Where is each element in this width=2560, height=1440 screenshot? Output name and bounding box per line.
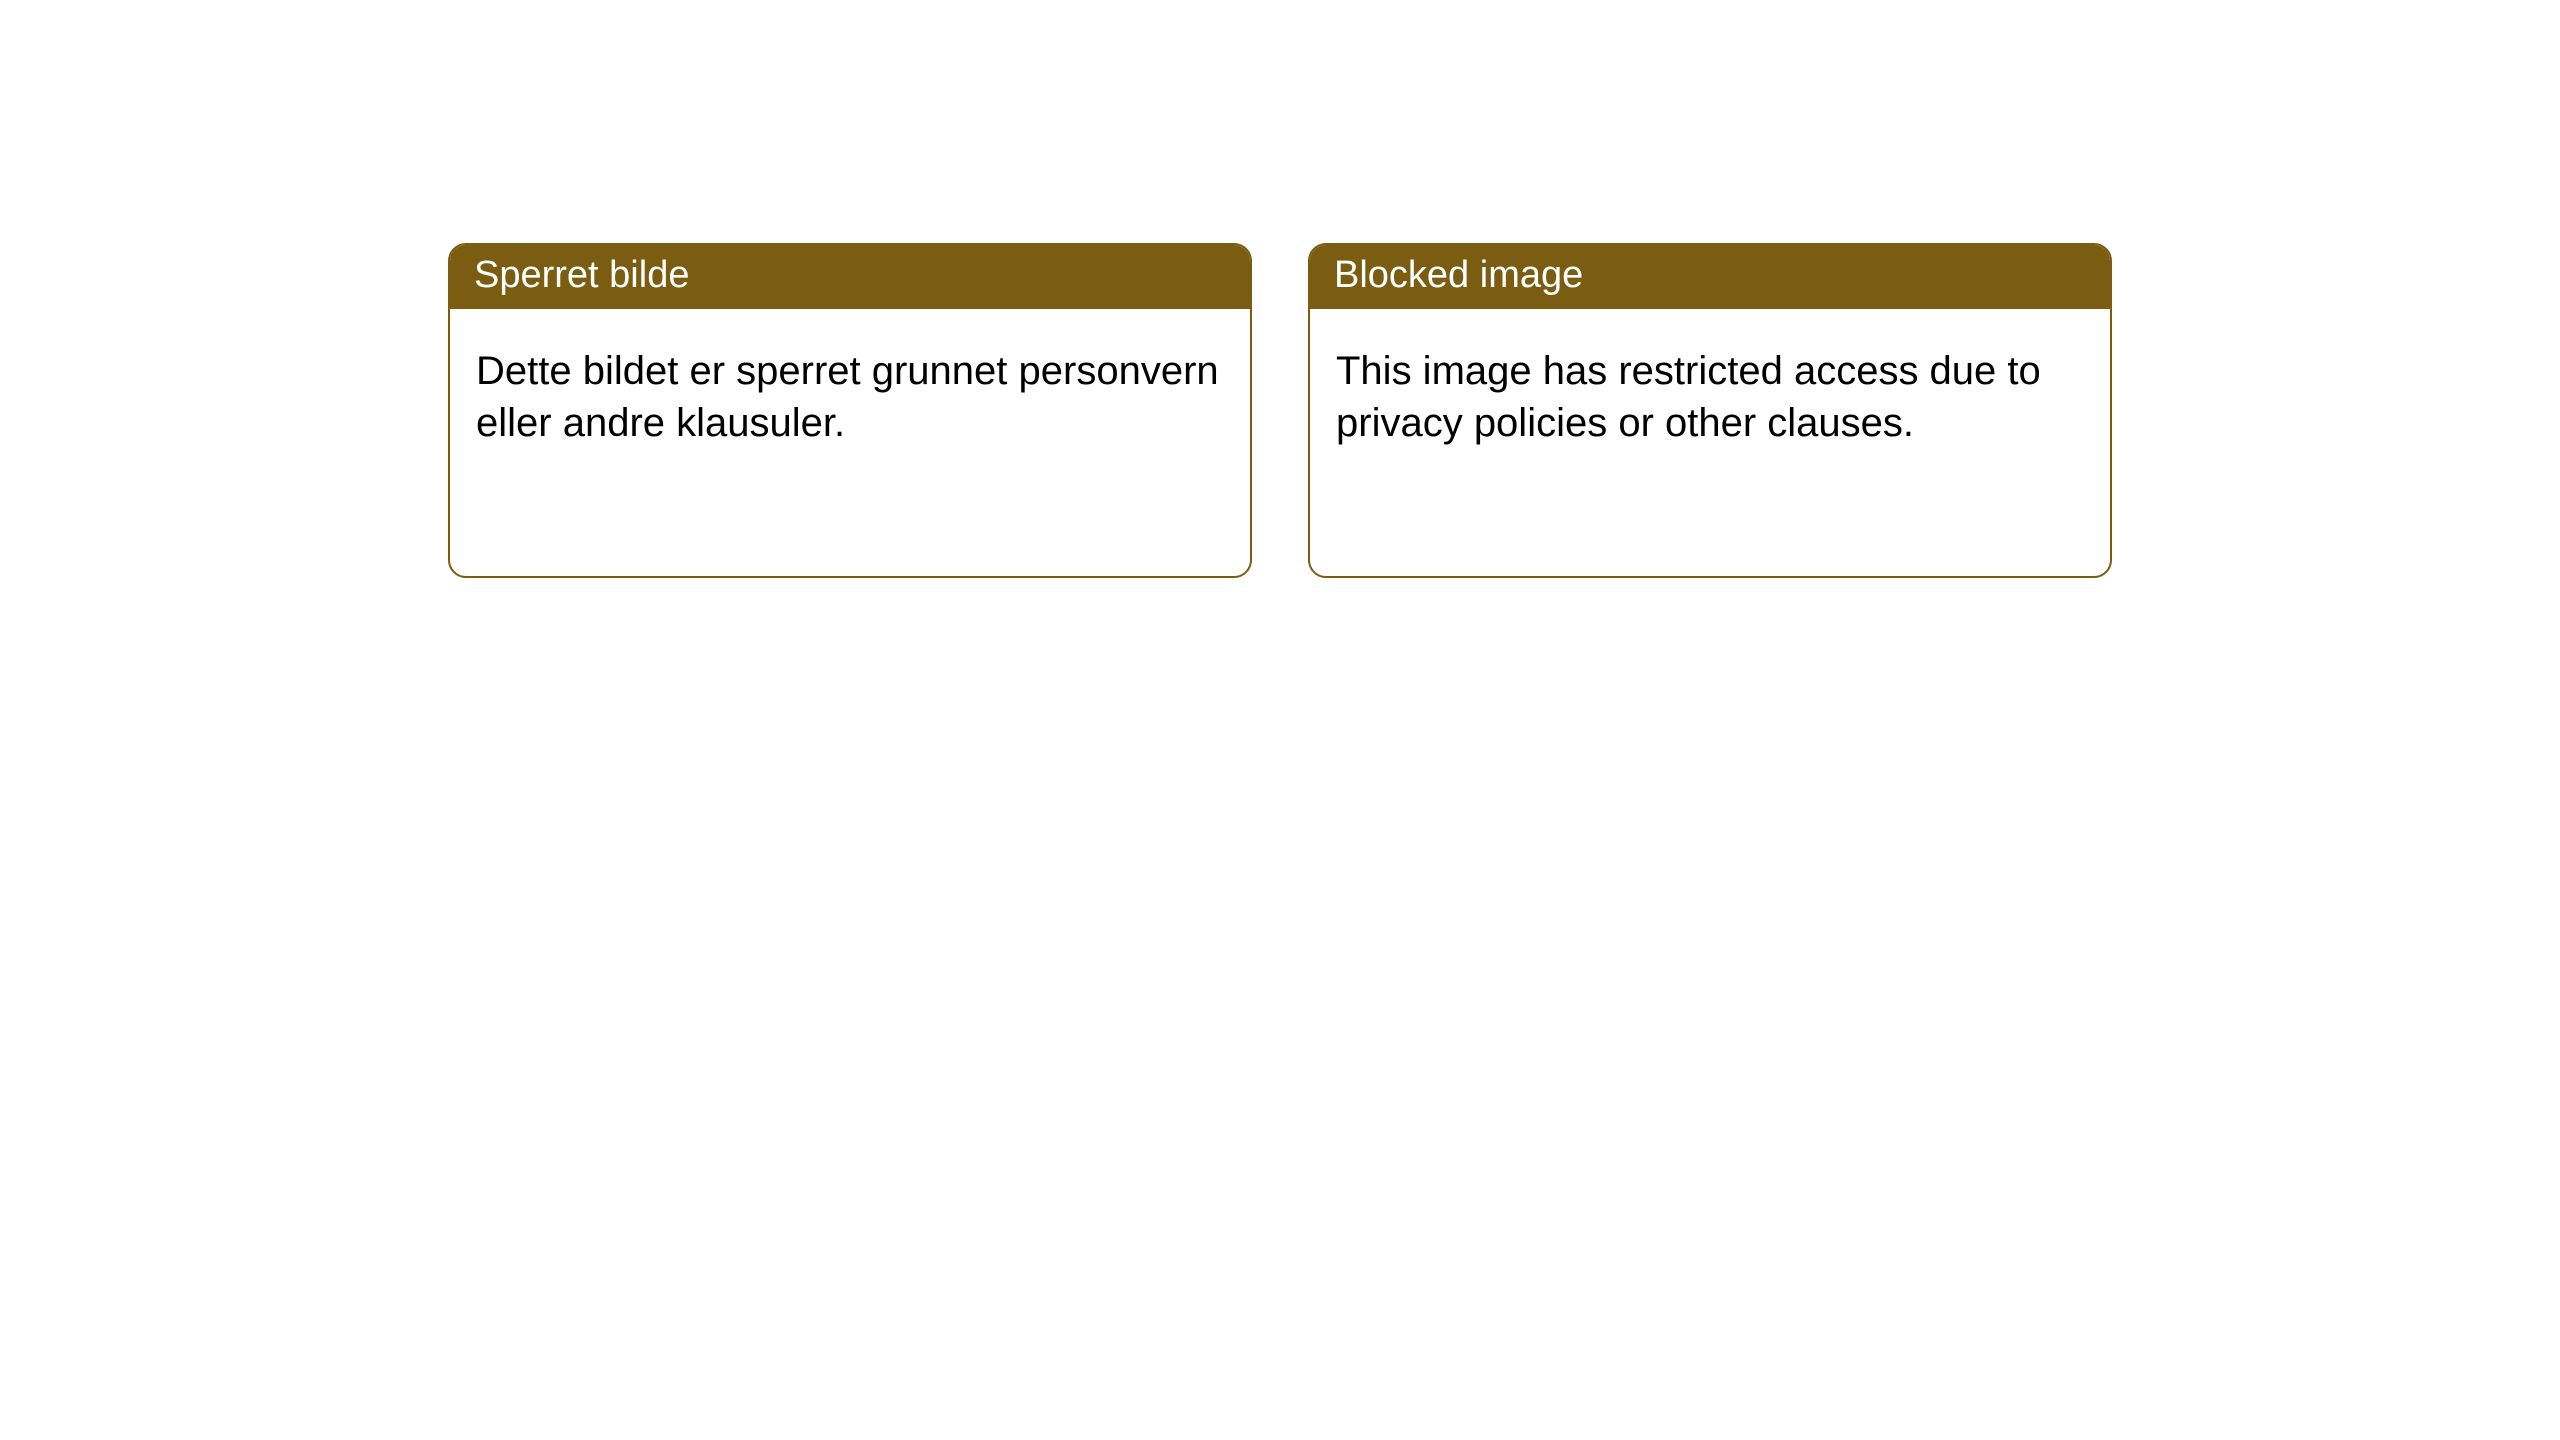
notice-container: Sperret bilde Dette bildet er sperret gr… [0, 0, 2560, 578]
notice-body: Dette bildet er sperret grunnet personve… [450, 309, 1250, 473]
notice-header: Blocked image [1310, 245, 2110, 309]
notice-card-english: Blocked image This image has restricted … [1308, 243, 2112, 578]
notice-card-norwegian: Sperret bilde Dette bildet er sperret gr… [448, 243, 1252, 578]
notice-header: Sperret bilde [450, 245, 1250, 309]
notice-body: This image has restricted access due to … [1310, 309, 2110, 473]
